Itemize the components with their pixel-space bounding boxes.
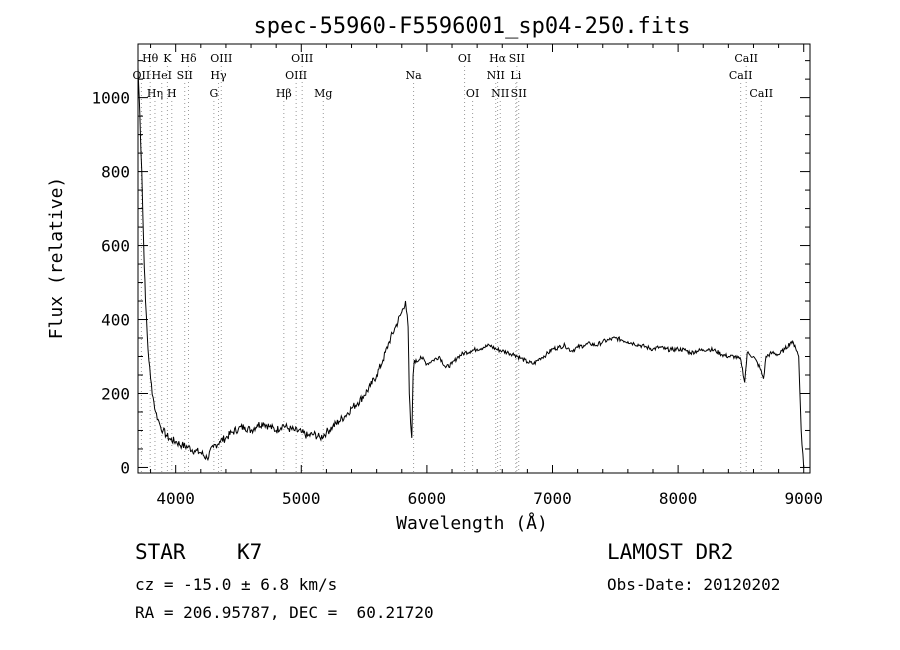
- y-tick-label: 1000: [91, 89, 130, 108]
- spectral-line-label: OIII: [210, 52, 232, 65]
- x-tick-label: 7000: [533, 489, 572, 508]
- spectral-line-label: NII: [487, 69, 505, 82]
- spectral-line-label: OIII: [285, 69, 307, 82]
- survey-name: LAMOST DR2: [607, 540, 734, 564]
- obs-date: Obs-Date: 20120202: [607, 575, 781, 594]
- y-tick-label: 400: [101, 311, 130, 330]
- axis-layer: 4000 5000 6000 7000 8000 9000 0 200 400 600 800 100…: [91, 44, 823, 508]
- spectral-line-label: Hη: [147, 87, 163, 100]
- spectral-line-label: SII: [509, 52, 525, 65]
- y-tick-label: 800: [101, 163, 130, 182]
- spectral-line-label: HeI: [152, 69, 172, 82]
- spectral-line-label: Hδ: [180, 52, 197, 65]
- x-tick-label: 8000: [659, 489, 698, 508]
- spectral-line-label: CaII: [749, 87, 773, 100]
- plot-frame: [137, 43, 811, 474]
- y-tick-label: 600: [101, 237, 130, 256]
- spectral-line-label: SII: [511, 87, 527, 100]
- spectral-line-label: K: [163, 52, 172, 65]
- x-axis-label: Wavelength (Å): [396, 512, 548, 534]
- spectral-line-label: SII: [177, 69, 193, 82]
- spectral-line-label: NII: [491, 87, 509, 100]
- spectral-line-label: H: [167, 87, 177, 100]
- x-tick-label: 9000: [784, 489, 823, 508]
- coordinates-text: RA = 206.95787, DEC = 60.21720: [135, 603, 434, 622]
- spectrum-series-line: [137, 67, 805, 468]
- spectral-line-label: Hγ: [210, 69, 227, 82]
- chart-title: spec-55960-F5596001_sp04-250.fits: [253, 14, 690, 39]
- spectral-line-label: Na: [405, 69, 422, 82]
- spectral-line-label: OII: [133, 69, 151, 82]
- spectral-line-label: Li: [510, 69, 521, 82]
- x-tick-label: 5000: [282, 489, 321, 508]
- spectral-line-label: CaII: [734, 52, 758, 65]
- x-tick-label: 4000: [156, 489, 195, 508]
- object-subclass: K7: [237, 540, 263, 564]
- spectral-line-label: OI: [466, 87, 479, 100]
- spectral-line-label: Mg: [314, 87, 332, 100]
- y-tick-label: 200: [101, 384, 130, 403]
- spectral-line-label: Hα: [489, 52, 507, 65]
- spectral-line-label: Hθ: [142, 52, 159, 65]
- spectral-line-label: OI: [458, 52, 471, 65]
- y-axis-label: Flux (relative): [46, 177, 67, 340]
- spectral-line-label: CaII: [729, 69, 753, 82]
- x-tick-label: 6000: [408, 489, 447, 508]
- redshift-text: cz = -15.0 ± 6.8 km/s: [135, 575, 338, 594]
- object-class: STAR: [135, 540, 186, 564]
- spectral-line-label: OIII: [291, 52, 313, 65]
- y-tick-label: 0: [120, 458, 130, 477]
- spectral-line-label: Hβ: [276, 87, 292, 100]
- spectral-line-label: G: [209, 87, 218, 100]
